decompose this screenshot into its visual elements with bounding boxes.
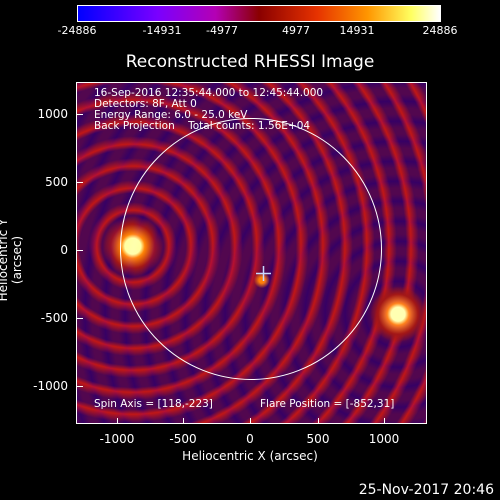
y-tick-label: -1000 (33, 379, 68, 393)
info-line-method: Back Projection Total counts: 1.56E+04 (94, 120, 311, 132)
colorbar-tick: 24886 (422, 24, 458, 37)
spin-axis-crosshair-icon (256, 266, 271, 281)
flare-position-label: Flare Position = [-852,31] (260, 398, 395, 410)
colorbar-tick: 14931 (339, 24, 375, 37)
x-tick-label: 500 (306, 432, 330, 446)
colorbar-tick: -24886 (57, 24, 97, 37)
colorbar-tick: -14931 (142, 24, 182, 37)
image-title: Reconstructed RHESSI Image (125, 52, 375, 72)
x-axis-label: Heliocentric X (arcsec) (182, 449, 318, 463)
y-tick-mark (77, 318, 83, 319)
y-tick-label: 0 (60, 243, 68, 257)
x-tick-mark (183, 418, 184, 424)
x-tick-mark (117, 418, 118, 424)
y-tick-label: 1000 (37, 107, 68, 121)
x-tick-mark (318, 418, 319, 424)
x-tick-label: 1000 (368, 432, 400, 446)
y-tick-mark (77, 182, 83, 183)
x-tick-label: -1000 (99, 432, 135, 446)
x-tick-label: 0 (246, 432, 254, 446)
colorbar (77, 5, 441, 22)
solar-limb-circle (120, 118, 382, 380)
y-tick-label: -500 (40, 311, 68, 325)
date-stamp: 25-Nov-2017 20:46 (358, 482, 494, 498)
x-tick-mark (384, 418, 385, 424)
y-tick-mark (77, 250, 83, 251)
y-tick-label: 500 (45, 175, 68, 189)
spin-axis-label: Spin Axis = [118,-223] (94, 398, 213, 410)
x-tick-mark (250, 418, 251, 424)
info-line-detectors: Detectors: 8F, Att 0 (94, 98, 197, 110)
info-line-time: 16-Sep-2016 12:35:44.000 to 12:45:44.000 (94, 87, 324, 99)
y-tick-mark (77, 114, 83, 115)
colorbar-tick: -4977 (206, 24, 238, 37)
x-tick-label: -500 (169, 432, 197, 446)
y-tick-mark (77, 386, 83, 387)
colorbar-tick: 4977 (282, 24, 310, 37)
info-line-energy: Energy Range: 6.0 - 25.0 keV (94, 109, 248, 121)
y-axis-label: Heliocentric Y (arcsec) (0, 219, 24, 302)
